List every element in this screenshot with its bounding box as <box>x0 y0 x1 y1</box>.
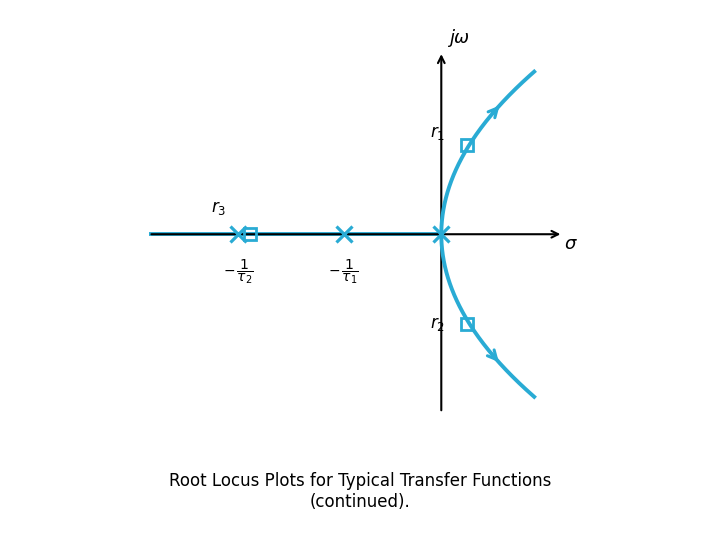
Text: $-\,\dfrac{1}{\tau_1}$: $-\,\dfrac{1}{\tau_1}$ <box>328 257 359 286</box>
Text: $r_3$: $r_3$ <box>210 199 226 217</box>
Bar <box>462 318 473 330</box>
Text: Root Locus Plots for Typical Transfer Functions
(continued).: Root Locus Plots for Typical Transfer Fu… <box>168 472 552 511</box>
Text: $r_1$: $r_1$ <box>430 124 446 141</box>
Bar <box>462 139 473 151</box>
Text: $-\,\dfrac{1}{\tau_2}$: $-\,\dfrac{1}{\tau_2}$ <box>222 257 253 286</box>
Text: $r_2$: $r_2$ <box>431 315 446 333</box>
Text: jω: jω <box>449 29 469 48</box>
Text: σ: σ <box>564 235 575 253</box>
Bar <box>244 228 256 240</box>
